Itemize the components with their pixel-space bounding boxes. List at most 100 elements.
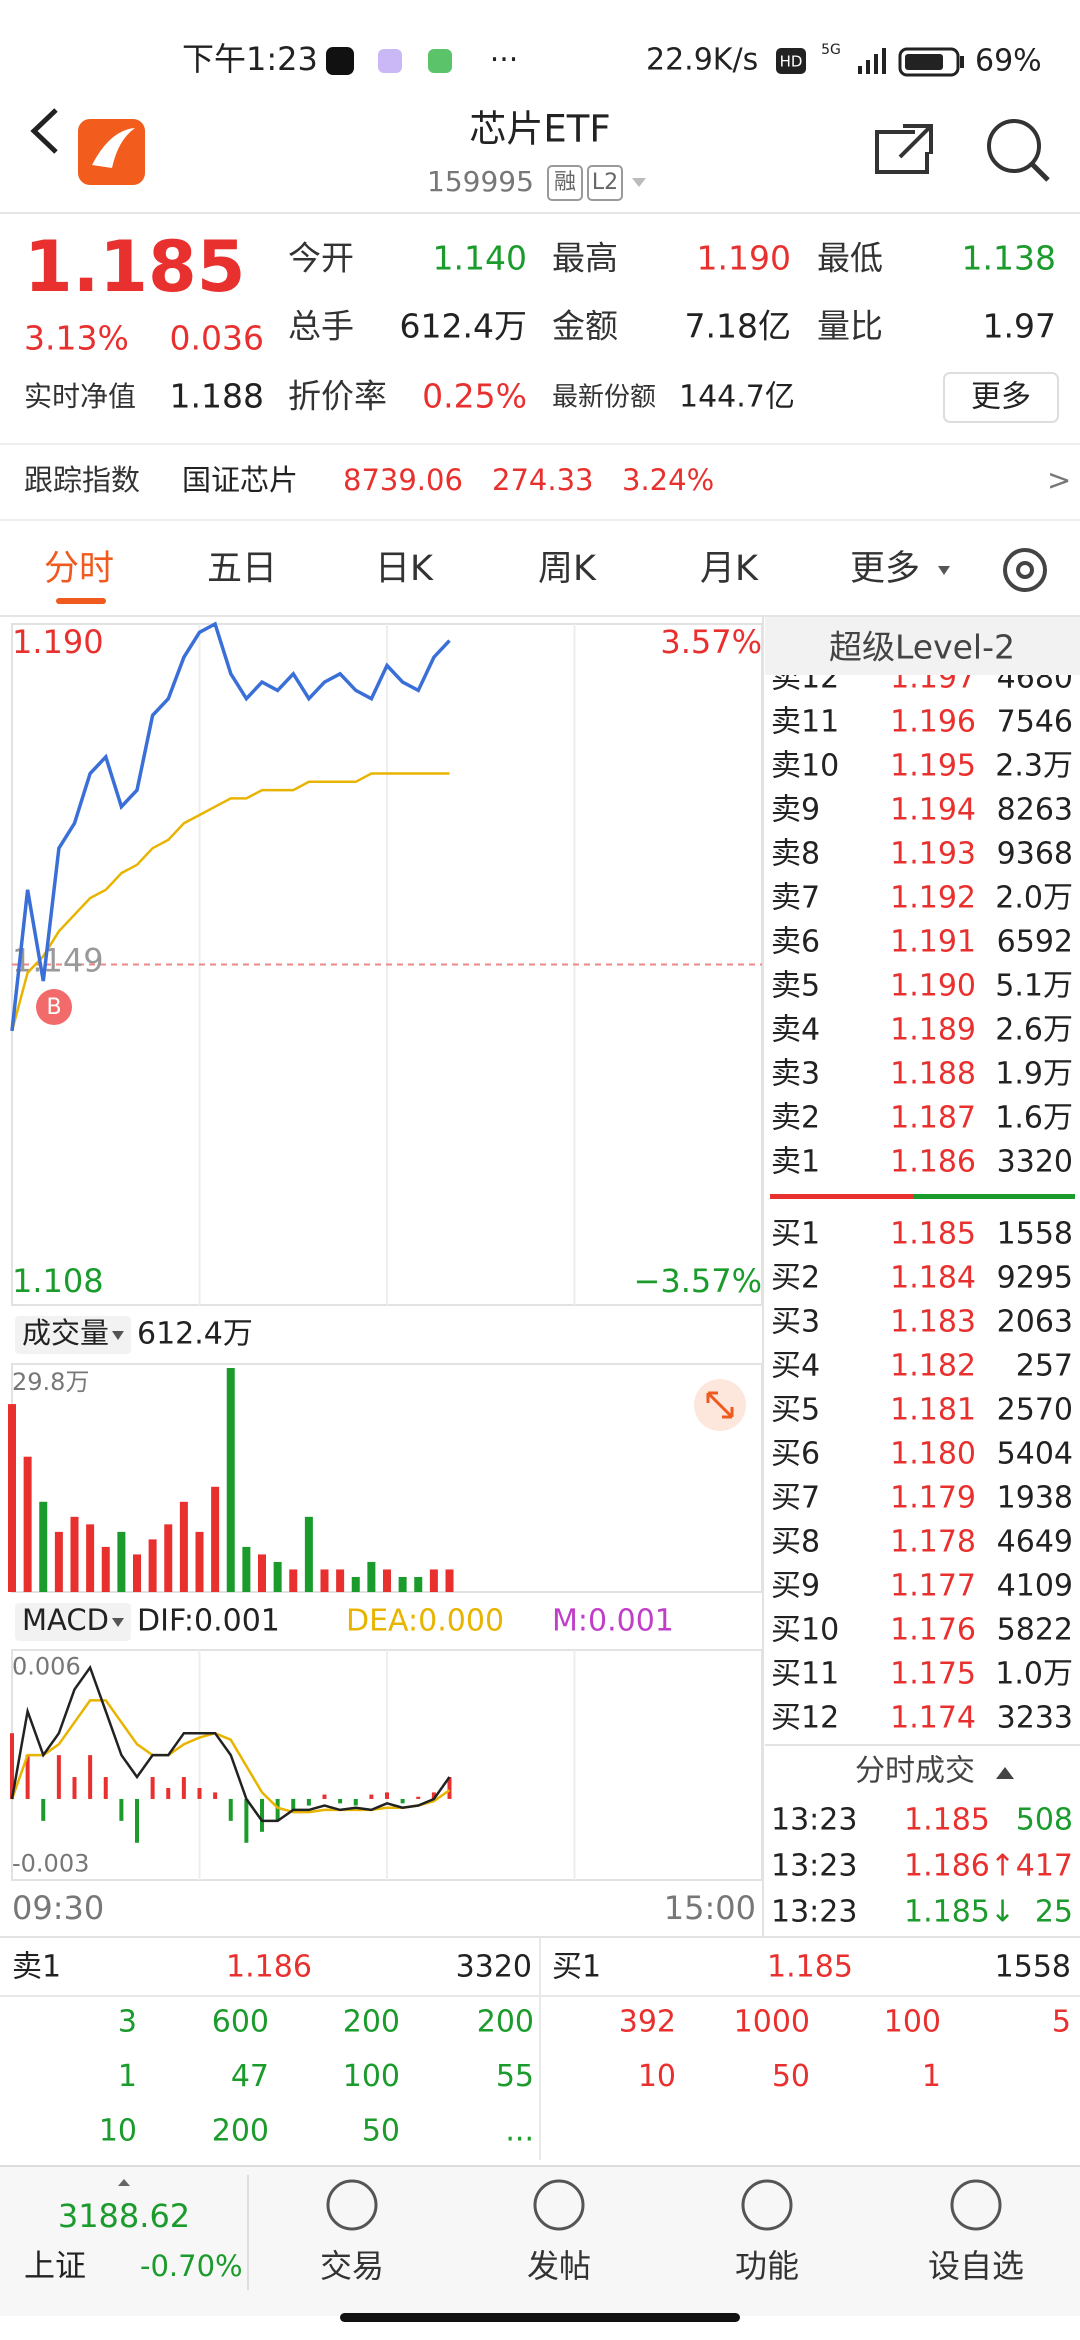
level2-header [765,617,1080,675]
field-label: 折价率 [288,377,387,416]
trade-time: 13:23 [771,1895,857,1930]
nav-icon[interactable] [741,2179,793,2231]
ask-price: 1.189 [890,1013,976,1048]
price-line [10,621,451,1032]
badge-text: 融 [554,170,576,195]
dif-label: DIF:0.001 [137,1604,280,1639]
volume-bar [101,1546,110,1592]
y2-tick-label: 3.57% [660,623,762,661]
index-pct[interactable]: -0.70% [140,2249,243,2283]
y2-tick-label: −3.57% [634,1262,762,1300]
volume-bar [70,1516,79,1592]
macd-bar [447,1777,452,1799]
queue-order: ... [505,2114,534,2149]
search-button[interactable] [987,119,1050,182]
field-value: 1.188 [170,377,264,416]
change: 0.036 [170,319,264,358]
x-tick-label: 15:00 [664,1889,756,1927]
ask-volume: 6592 [997,925,1073,960]
macd-bar [72,1777,77,1799]
tab[interactable]: 周K [538,549,597,589]
volume-bar [242,1546,251,1592]
svg-text:HD: HD [780,53,803,71]
ask-label: 卖10 [771,749,839,784]
m-label: M:0.001 [552,1604,674,1639]
queue-order: 200 [212,2114,269,2149]
y-tick-label: 1.190 [12,623,104,661]
queue-order: 3 [118,2005,137,2040]
tab[interactable]: 日K [375,549,434,589]
indicator-select[interactable] [15,1603,131,1641]
ask-label: 卖7 [771,881,820,916]
tab[interactable]: 分时 [44,549,114,589]
tab[interactable]: 更多 [850,549,920,589]
code: 159995 [427,165,534,198]
field-value: 7.18亿 [685,307,791,346]
ask-volume: 2.3万 [995,749,1073,784]
buy-marker-text: B [46,995,61,1020]
queue-order: 200 [343,2005,400,2040]
tab[interactable]: 五日 [207,549,277,589]
trade-price: 1.185 [904,1803,990,1838]
nav-item[interactable]: 交易 [320,2247,384,2285]
last-price: 1.185 [24,226,245,308]
index-name[interactable]: 上证 [24,2249,86,2285]
field-value: 1.140 [433,239,527,278]
nav-icon[interactable] [326,2179,378,2231]
tracking-label: 跟踪指数 [24,463,140,497]
ask-volume: 3320 [997,1145,1073,1180]
tracking-index: 国证芯片 [182,463,298,497]
trade-price: 1.185↓ [904,1895,1015,1930]
home-indicator [340,2313,740,2322]
avg-line [10,772,450,1032]
svg-text:···: ··· [490,43,519,78]
nav-item[interactable]: 功能 [735,2247,799,2285]
trade-time: 13:23 [771,1803,857,1838]
ask-price: 1.193 [890,837,976,872]
indicator-select[interactable] [15,1316,131,1354]
nav-item[interactable]: 设自选 [928,2247,1024,2285]
nav-icon[interactable] [950,2179,1002,2231]
bid-price: 1.178 [890,1525,976,1560]
bid-price: 1.184 [890,1261,976,1296]
dif-line [10,1664,451,1823]
ask-price: 1.196 [890,705,976,740]
volume-bar [148,1539,157,1592]
index-value[interactable]: 3188.62 [58,2197,190,2235]
bid-price: 1.183 [890,1305,976,1340]
macd-bar [431,1792,436,1799]
more-button[interactable] [943,372,1059,423]
buy-marker [36,989,72,1025]
macd-bar [103,1777,108,1799]
queue-order: 5 [1052,2005,1071,2040]
bid-price: 1.175 [890,1657,976,1692]
tab[interactable]: 月K [700,549,759,589]
ask-price: 1.187 [890,1101,976,1136]
nav-item[interactable]: 发帖 [527,2247,591,2285]
status-net: 5G [821,42,841,58]
macd-bar [306,1798,311,1806]
macd-bar [369,1794,374,1799]
badge-text: L2 [592,170,618,195]
queue-label: 买1 [552,1950,601,1985]
bid-label: 买7 [771,1481,820,1516]
volume-bar [429,1569,438,1592]
more-button-text[interactable]: 更多 [971,380,1031,415]
bid-volume: 3233 [997,1701,1073,1736]
bid-volume: 9295 [997,1261,1073,1296]
header-icons[interactable] [30,108,1050,185]
nav-icon[interactable] [533,2179,585,2231]
bid-label: 买9 [771,1569,820,1604]
share-button[interactable] [875,124,933,174]
back-button[interactable] [30,108,58,154]
ask-price: 1.186 [890,1145,976,1180]
dropdown [112,1618,124,1627]
settings-button[interactable] [1003,548,1047,592]
macd-bar [353,1798,358,1806]
bid-volume: 4649 [997,1525,1073,1560]
volume-bar [289,1569,298,1592]
macd-bar [244,1798,249,1843]
macd-bar [41,1798,46,1821]
badge [587,165,623,201]
